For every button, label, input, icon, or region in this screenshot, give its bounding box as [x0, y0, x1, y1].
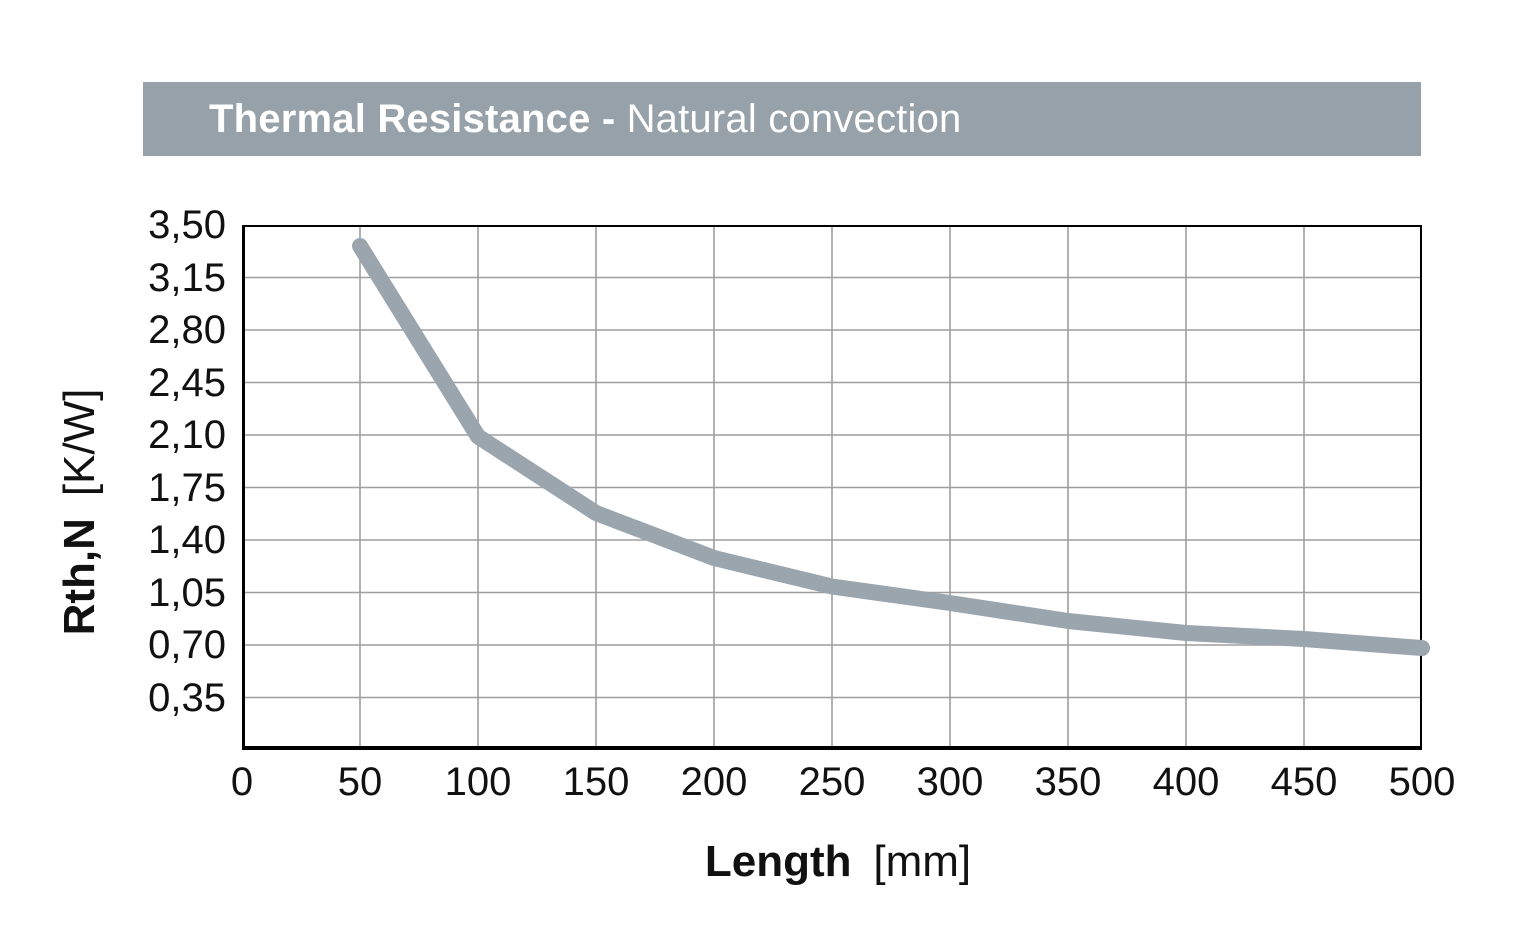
x-tick-label: 450	[1270, 760, 1338, 804]
x-tick-label: 50	[337, 760, 383, 804]
x-tick-label: 400	[1152, 760, 1220, 804]
plot-area	[242, 225, 1430, 750]
y-axis-title-symbol: Rth,N	[55, 518, 104, 636]
y-tick-label: 1,75	[148, 465, 226, 510]
chart-title-bar: Thermal Resistance - Natural convection	[143, 82, 1421, 156]
x-tick-label: 100	[444, 760, 512, 804]
x-axis-title-unit: [mm]	[873, 837, 972, 886]
y-tick-label: 0,70	[148, 623, 226, 667]
y-axis-title-unit: [K/W]	[55, 388, 104, 497]
chart-title-regular: Natural convection	[626, 96, 962, 141]
y-tick-label: 2,10	[148, 413, 226, 457]
x-axis-title: Length [mm]	[705, 837, 971, 887]
x-tick-label: 300	[916, 760, 984, 804]
y-tick-label: 1,40	[148, 518, 226, 562]
x-tick-label: 350	[1034, 760, 1102, 804]
x-tick-label: 200	[680, 760, 748, 804]
y-tick-label: 3,50	[148, 203, 226, 247]
x-tick-label: 0	[230, 760, 254, 804]
y-axis-title: Rth,N [K/W]	[55, 389, 105, 636]
x-tick-label: 500	[1388, 760, 1456, 804]
chart-canvas	[242, 225, 1430, 750]
y-tick-label: 1,05	[148, 570, 226, 615]
y-tick-label: 2,80	[148, 308, 226, 352]
chart-title-bold: Thermal Resistance -	[209, 96, 616, 141]
y-tick-label: 0,35	[148, 675, 226, 720]
x-tick-label: 150	[562, 760, 630, 804]
x-axis-title-symbol: Length	[704, 837, 852, 886]
data-line	[352, 238, 1430, 656]
y-tick-label: 2,45	[148, 360, 226, 405]
x-tick-label: 250	[798, 760, 866, 804]
y-tick-label: 3,15	[148, 255, 226, 300]
